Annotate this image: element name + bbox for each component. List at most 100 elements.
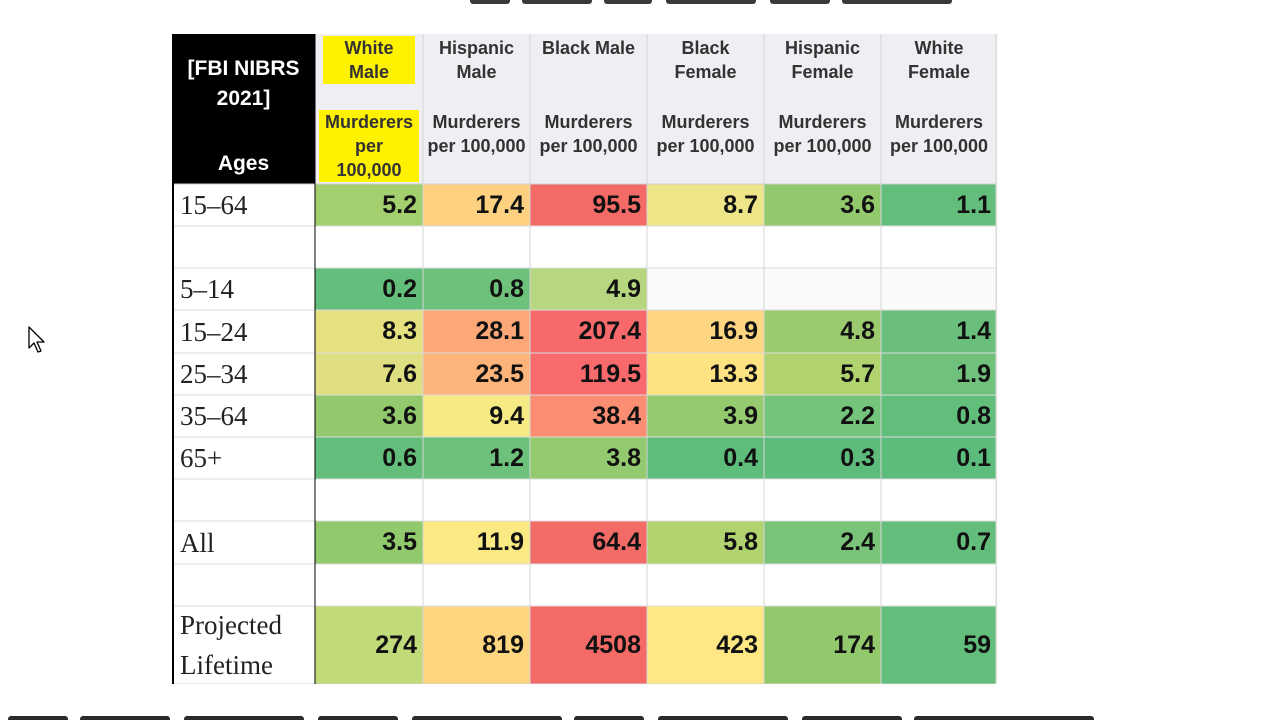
column-group-label: Black Female: [674, 38, 737, 82]
empty-cell: [315, 479, 423, 521]
heatmap-cell: 274: [315, 606, 423, 684]
table-corner-header: [FBI NIBRS 2021] Ages: [172, 34, 315, 184]
row-label: 65+: [172, 437, 315, 479]
heatmap-cell: 5.8: [647, 521, 764, 564]
empty-cell: [423, 564, 530, 606]
empty-cell: [881, 479, 997, 521]
murder-rate-heatmap-table: [FBI NIBRS 2021] Ages White Male Murderer…: [172, 34, 997, 684]
empty-cell: [315, 564, 423, 606]
heatmap-cell: 2.4: [764, 521, 881, 564]
heatmap-cell: 16.9: [647, 310, 764, 353]
heatmap-cell: 38.4: [530, 395, 647, 437]
heatmap-cell: 0.3: [764, 437, 881, 479]
heatmap-cell: 13.3: [647, 353, 764, 395]
heatmap-cell: 4.8: [764, 310, 881, 353]
heatmap-cell: 819: [423, 606, 530, 684]
empty-cell: [423, 226, 530, 268]
heatmap-cell: 0.8: [423, 268, 530, 310]
heatmap-cell: 8.7: [647, 184, 764, 226]
heatmap-cell: 423: [647, 606, 764, 684]
column-metric-label: Murderers per 100,000: [319, 110, 419, 182]
column-header-0: White Male Murderers per 100,000: [315, 34, 423, 184]
row-label: 15–64: [172, 184, 315, 226]
heatmap-cell: 1.4: [881, 310, 997, 353]
empty-cell: [647, 226, 764, 268]
column-metric-label: Murderers per 100,000: [773, 112, 872, 156]
heatmap-cell: 174: [764, 606, 881, 684]
heatmap-cell: 17.4: [423, 184, 530, 226]
column-metric-label: Murderers per 100,000: [427, 112, 526, 156]
heatmap-cell: 28.1: [423, 310, 530, 353]
heatmap-cell: 64.4: [530, 521, 647, 564]
empty-cell: [764, 564, 881, 606]
empty-cell: [647, 564, 764, 606]
heatmap-cell: 11.9: [423, 521, 530, 564]
empty-cell: [881, 564, 997, 606]
column-metric-label: Murderers per 100,000: [889, 112, 989, 156]
row-label: [172, 564, 315, 606]
heatmap-cell: 0.6: [315, 437, 423, 479]
row-label: Projected Lifetime: [172, 606, 313, 684]
column-group-label: White Female: [907, 38, 971, 82]
row-label: 15–24: [172, 310, 315, 353]
heatmap-cell: 5.7: [764, 353, 881, 395]
column-header-5: White Female Murderers per 100,000: [881, 34, 997, 184]
column-group-label: Hispanic Female: [784, 38, 861, 82]
mouse-cursor-icon: [28, 326, 45, 353]
heatmap-cell: 0.7: [881, 521, 997, 564]
row-label: 5–14: [172, 268, 315, 310]
empty-cell: [530, 226, 647, 268]
empty-cell: [647, 479, 764, 521]
heatmap-cell: 0.8: [881, 395, 997, 437]
row-label: All: [172, 521, 315, 564]
source-label: [FBI NIBRS 2021]: [187, 57, 300, 110]
heatmap-cell: 1.2: [423, 437, 530, 479]
heatmap-cell: 95.5: [530, 184, 647, 226]
column-metric-label: Murderers per 100,000: [539, 112, 638, 156]
heatmap-cell: 3.9: [647, 395, 764, 437]
heatmap-cell: 2.2: [764, 395, 881, 437]
heatmap-cell: 23.5: [423, 353, 530, 395]
heatmap-cell: 119.5: [530, 353, 647, 395]
column-group-label: Hispanic Male: [438, 38, 515, 82]
heatmap-cell: 4.9: [530, 268, 647, 310]
empty-cell: [764, 226, 881, 268]
empty-cell: [881, 226, 997, 268]
heatmap-cell: 207.4: [530, 310, 647, 353]
column-header-3: Black Female Murderers per 100,000: [647, 34, 764, 184]
empty-cell: [764, 268, 881, 310]
column-header-1: Hispanic Male Murderers per 100,000: [423, 34, 530, 184]
heatmap-cell: 3.5: [315, 521, 423, 564]
heatmap-cell: 0.4: [647, 437, 764, 479]
row-label: [172, 226, 315, 268]
column-header-4: Hispanic Female Murderers per 100,000: [764, 34, 881, 184]
heatmap-cell: 59: [881, 606, 997, 684]
empty-cell: [647, 268, 764, 310]
empty-cell: [530, 564, 647, 606]
heatmap-cell: 1.1: [881, 184, 997, 226]
row-label: [172, 479, 315, 521]
empty-cell: [881, 268, 997, 310]
empty-cell: [530, 479, 647, 521]
heatmap-cell: 1.9: [881, 353, 997, 395]
heatmap-cell: 3.6: [315, 395, 423, 437]
top-cropped-text: [0, 0, 1280, 8]
column-group-label: Black Male: [541, 38, 636, 58]
column-group-label: White Male: [323, 36, 415, 84]
ages-label: Ages: [217, 152, 270, 175]
heatmap-cell: 5.2: [315, 184, 423, 226]
column-header-2: Black Male Murderers per 100,000: [530, 34, 647, 184]
empty-cell: [315, 226, 423, 268]
row-label: 25–34: [172, 353, 315, 395]
heatmap-cell: 0.1: [881, 437, 997, 479]
empty-cell: [764, 479, 881, 521]
heatmap-cell: 3.8: [530, 437, 647, 479]
heatmap-cell: 9.4: [423, 395, 530, 437]
heatmap-cell: 4508: [530, 606, 647, 684]
heatmap-cell: 7.6: [315, 353, 423, 395]
heatmap-cell: 3.6: [764, 184, 881, 226]
row-label: 35–64: [172, 395, 315, 437]
empty-cell: [423, 479, 530, 521]
bottom-cropped-text: [0, 712, 1280, 720]
heatmap-cell: 8.3: [315, 310, 423, 353]
